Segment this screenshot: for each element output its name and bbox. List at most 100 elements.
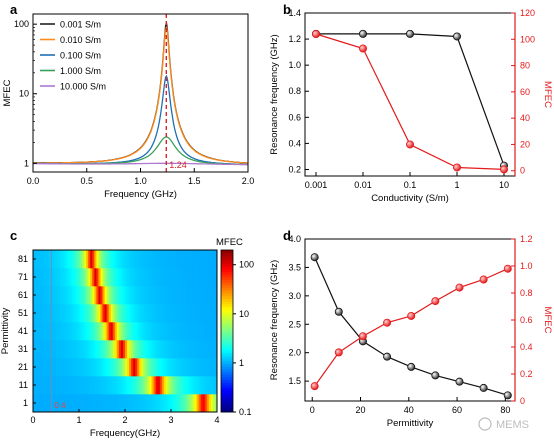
heat-cell (43, 376, 46, 395)
heat-cell (186, 376, 189, 395)
x-tick-label: 80 (500, 405, 510, 415)
y-tick-label: 31 (18, 344, 28, 354)
heat-cell (141, 394, 144, 413)
heat-cell (194, 340, 197, 359)
heat-cell (167, 394, 171, 413)
heat-cell (178, 358, 181, 377)
heat-cell (192, 304, 195, 323)
heat-cell (151, 322, 155, 341)
colorbar-cell (221, 385, 233, 389)
heat-cell (182, 394, 185, 413)
heat-cell (149, 394, 152, 413)
y-right-tick-label: 80 (520, 61, 530, 71)
heat-cell (59, 250, 63, 269)
heat-cell (137, 340, 140, 359)
heat-cell (122, 304, 126, 323)
colorbar-cell (221, 277, 233, 281)
colorbar-cell (221, 320, 233, 324)
heat-cell (184, 358, 187, 377)
heat-cell (67, 394, 71, 413)
heat-cell (206, 376, 210, 395)
heat-cell (65, 376, 69, 395)
heat-cell (151, 250, 155, 269)
heat-cell (192, 268, 195, 287)
heat-cell (43, 250, 46, 269)
colorbar-cell (221, 258, 233, 262)
heat-cell (39, 376, 42, 395)
heat-cell (188, 286, 191, 305)
heat-cell (169, 394, 173, 413)
data-point-right (310, 382, 319, 391)
heat-cell (180, 304, 183, 323)
x-tick-label: 2 (122, 415, 127, 425)
heat-cell (67, 250, 71, 269)
heat-cell (118, 250, 122, 269)
heat-cell (45, 340, 48, 359)
heat-cell (176, 304, 179, 323)
heat-cell (51, 286, 54, 305)
heat-cell (90, 322, 93, 341)
heat-cell (190, 322, 193, 341)
heat-cell (75, 304, 79, 323)
heat-cell (37, 358, 40, 377)
heat-cell (159, 394, 163, 413)
heat-cell (96, 358, 99, 377)
heat-cell (127, 304, 130, 323)
data-point-left (452, 32, 461, 41)
heat-cell (73, 304, 77, 323)
heat-cell (161, 340, 165, 359)
heat-cell (212, 268, 216, 287)
heat-cell (98, 322, 101, 341)
heat-cell (141, 286, 144, 305)
heat-cell (106, 340, 110, 359)
heat-cell (100, 250, 103, 269)
heat-cell (200, 250, 204, 269)
heat-cell (178, 322, 181, 341)
heat-cell (82, 340, 85, 359)
colorbar-tick-label: 10 (239, 309, 249, 319)
heat-cell (192, 322, 195, 341)
heat-cell (131, 358, 134, 377)
data-point-left (503, 391, 512, 400)
heat-cell (135, 268, 138, 287)
heat-cell (92, 376, 95, 395)
heat-cell (194, 286, 197, 305)
heat-cell (86, 304, 89, 323)
heat-cell (122, 394, 126, 413)
heat-cell (155, 322, 159, 341)
heat-cell (157, 340, 161, 359)
data-point-right (311, 30, 320, 39)
heat-cell (88, 322, 91, 341)
heat-cell (188, 358, 191, 377)
colorbar-cell (221, 250, 233, 254)
heat-cell (190, 286, 193, 305)
heat-cell (180, 394, 183, 413)
heat-cell (69, 322, 73, 341)
heat-cell (94, 376, 97, 395)
heat-cell (190, 358, 193, 377)
heat-cell (141, 250, 144, 269)
heat-cell (102, 394, 105, 413)
y-axis-label: Resonance frequency (GHz) (269, 260, 280, 380)
y-tick-label: 71 (18, 272, 28, 282)
heat-cell (145, 268, 148, 287)
heat-cell (69, 286, 73, 305)
watermark-text: MEMS (496, 419, 529, 431)
heat-cell (159, 286, 163, 305)
heat-cell (172, 322, 175, 341)
heat-cell (200, 376, 204, 395)
heat-cell (133, 340, 136, 359)
colorbar-cell (221, 341, 233, 345)
colorbar-frame (220, 249, 234, 413)
heat-cell (35, 394, 38, 413)
y-tick-label: 0.6 (288, 112, 301, 122)
heat-cell (118, 286, 122, 305)
colorbar-cell (221, 355, 233, 359)
x-axis-label: Frequency(GHz) (90, 428, 160, 439)
heat-cell (96, 394, 99, 413)
heat-cell (88, 304, 91, 323)
heat-cell (149, 322, 152, 341)
heat-cell (84, 340, 87, 359)
heat-cell (88, 250, 91, 269)
heat-cell (184, 394, 187, 413)
